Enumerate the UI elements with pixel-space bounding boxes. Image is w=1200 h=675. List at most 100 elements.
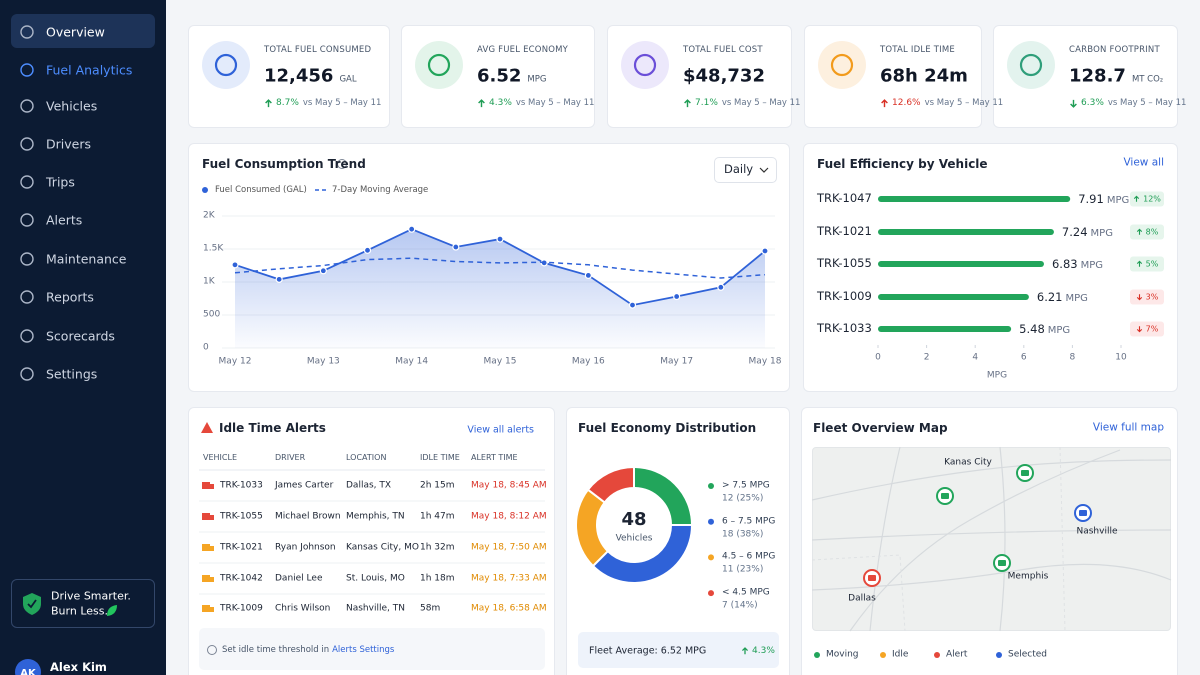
table-cell: May 18, 7:33 AM <box>471 573 547 584</box>
promo-text: Drive Smarter. <box>51 589 131 603</box>
nav-item[interactable]: Drivers <box>46 136 91 152</box>
x-tick-label: 4 <box>972 352 979 363</box>
nav-active[interactable] <box>11 14 155 48</box>
link[interactable]: View all alerts <box>467 424 534 436</box>
dropdown-label[interactable]: Daily <box>724 162 754 177</box>
value-label-row: 5.48 MPG <box>1019 322 1070 336</box>
trend-arrow <box>1136 326 1142 333</box>
table-cell: May 18, 6:58 AM <box>471 603 547 614</box>
column-header: ALERT TIME <box>471 453 518 463</box>
legend-label: Alert <box>946 649 968 660</box>
kpi-value-row: $48,732 <box>683 66 765 87</box>
table-cell: Daniel Lee <box>275 573 323 584</box>
card-title: Fleet Overview Map <box>813 420 948 435</box>
column-header: DRIVER <box>275 453 306 463</box>
y-tick-label: 500 <box>203 309 221 320</box>
kpi-change: 8.7% <box>276 98 299 108</box>
x-tick-label: May 18 <box>748 356 782 367</box>
footer-link[interactable]: Alerts Settings <box>332 645 395 655</box>
city-label: Dallas <box>848 593 876 604</box>
legend-label: Fuel Consumed (GAL) <box>215 184 307 195</box>
kpi-label: TOTAL IDLE TIME <box>880 44 955 55</box>
arrow-path <box>684 98 691 107</box>
footer-text: Set idle time threshold in Alerts Setting… <box>222 645 394 655</box>
table-cell: May 18, 8:45 AM <box>471 480 547 491</box>
trend-arrow <box>684 98 691 107</box>
footer-text: Fleet Average: 6.52 MPG <box>589 645 707 657</box>
nav-item[interactable]: Vehicles <box>46 98 98 114</box>
value-label-row: 6.21 MPG <box>1037 290 1088 304</box>
table-cell: Dallas, TX <box>346 480 392 491</box>
nav-item[interactable]: Alerts <box>46 212 83 228</box>
promo-box <box>11 579 155 628</box>
x-tick-label: May 14 <box>395 356 429 367</box>
donut-total: 48 <box>621 509 647 531</box>
table-cell: TRK-1055 <box>220 511 263 522</box>
city-label: Memphis <box>1007 571 1049 582</box>
kpi-change-row: 6.3% vs May 5 – May 11 <box>1069 98 1186 108</box>
unit-label: MPG <box>1090 228 1113 239</box>
kpi-change-row: 4.3% vs May 5 – May 11 <box>477 98 594 108</box>
kpi-period: vs May 5 – May 11 <box>1107 98 1187 108</box>
change-badge: 5% <box>1130 256 1164 272</box>
card-title: Idle Time Alerts <box>219 420 326 435</box>
card-title: Fuel Economy Distribution <box>578 420 757 435</box>
change-badge: 3% <box>1130 289 1164 305</box>
kpi-value: 12,456 <box>264 65 334 87</box>
arrow-path <box>881 98 888 107</box>
change-label: 8% <box>1145 227 1159 237</box>
kpi-unit: MPG <box>527 74 547 85</box>
nav-item[interactable]: Trips <box>46 174 75 190</box>
column-header: LOCATION <box>346 453 387 463</box>
trend-arrow <box>478 98 485 107</box>
arrow-path <box>1136 326 1142 333</box>
change-label: 7% <box>1145 324 1159 334</box>
link[interactable]: View full map <box>1092 421 1164 434</box>
kpi-change-row: 12.6% vs May 5 – May 11 <box>880 98 1003 108</box>
table-cell: Michael Brown <box>275 511 341 522</box>
value-label-row: 6.83 MPG <box>1052 257 1103 271</box>
trend-arrow <box>1136 260 1142 267</box>
unit-label: MPG <box>1065 293 1088 304</box>
category-label: TRK-1055 <box>817 256 872 271</box>
nav-item[interactable]: Maintenance <box>46 251 127 267</box>
kpi-label: TOTAL FUEL CONSUMED <box>264 44 372 55</box>
change-label: 12% <box>1143 194 1161 204</box>
x-tick-label: 0 <box>875 352 881 363</box>
arrow-path <box>1136 260 1142 267</box>
x-tick-label: 6 <box>1020 352 1027 363</box>
nav-item[interactable]: Overview <box>46 24 105 40</box>
city-label: Nashville <box>1076 526 1118 537</box>
arrow-path <box>478 98 485 107</box>
kpi-label: TOTAL FUEL COST <box>683 44 763 55</box>
legend-value: 7 (14%) <box>722 600 758 611</box>
kpi-label: CARBON FOOTPRINT <box>1069 44 1160 55</box>
table-cell: 1h 18m <box>420 573 455 584</box>
category-label: TRK-1021 <box>817 224 872 239</box>
table-cell: May 18, 7:50 AM <box>471 542 547 553</box>
nav-item[interactable]: Reports <box>46 289 94 305</box>
table-cell: Chris Wilson <box>275 603 331 614</box>
column-header: IDLE TIME <box>420 453 460 463</box>
nav-item[interactable]: Settings <box>46 366 98 382</box>
legend-label: Idle <box>892 649 909 660</box>
arrow-path <box>1133 195 1140 202</box>
kpi-change-row: 8.7% vs May 5 – May 11 <box>264 98 381 108</box>
donut-total-label: Vehicles <box>615 533 653 544</box>
y-tick-label: 1.5K <box>203 243 224 254</box>
kpi-change-row: 7.1% vs May 5 – May 11 <box>683 98 800 108</box>
legend-label: 7-Day Moving Average <box>332 184 429 195</box>
legend-label: > 7.5 MPG <box>722 480 770 491</box>
trend-arrow <box>265 98 272 107</box>
table-cell: St. Louis, MO <box>346 573 405 584</box>
link[interactable]: View all <box>1123 156 1164 169</box>
efficiency-card <box>803 143 1178 392</box>
category-label: TRK-1047 <box>817 191 872 206</box>
nav-item[interactable]: Fuel Analytics <box>46 62 133 78</box>
kpi-unit: GAL <box>339 74 357 85</box>
legend-label: Selected <box>1008 649 1048 660</box>
table-cell: 1h 32m <box>420 542 455 553</box>
arrow-path <box>741 647 749 655</box>
category-label: TRK-1033 <box>817 321 872 336</box>
nav-item[interactable]: Scorecards <box>46 328 115 344</box>
